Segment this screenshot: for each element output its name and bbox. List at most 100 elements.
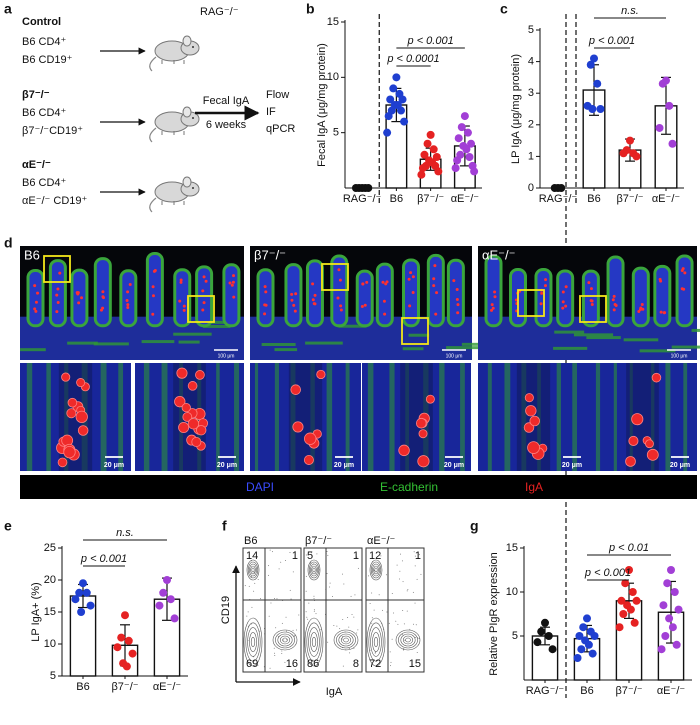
data-point: [155, 601, 164, 610]
epithelium: [554, 330, 585, 334]
sig-label: n.s.: [621, 5, 639, 17]
event-dot: [298, 614, 300, 616]
data-point: [557, 184, 566, 192]
mouse-eye: [192, 187, 194, 189]
x-tick-label: B6: [390, 193, 403, 205]
data-point: [588, 649, 597, 658]
event-dot: [270, 602, 272, 604]
y-axis-label: Relative PIgR expression: [488, 552, 500, 676]
contour: [250, 565, 256, 575]
data-point: [615, 623, 624, 632]
event-dot: [348, 626, 350, 628]
event-dot: [369, 602, 371, 604]
iga-cell: [178, 421, 190, 433]
event-dot: [367, 575, 369, 577]
x-tick-label: B6: [580, 685, 593, 697]
iga-cell: [232, 274, 236, 278]
iga-cell: [179, 278, 183, 282]
epithelium: [553, 346, 588, 350]
mouse-eye: [192, 117, 194, 119]
zoom-box: [401, 317, 429, 345]
iga-cell: [365, 280, 369, 284]
event-dot: [273, 647, 275, 649]
data-point: [628, 588, 637, 596]
event-dot: [404, 639, 406, 641]
epithelium: [202, 324, 231, 328]
iga-cell: [561, 290, 565, 294]
quadrant-value: 15: [409, 658, 421, 670]
epithelium: [556, 363, 561, 471]
data-point: [668, 139, 677, 148]
epithelium: [305, 341, 343, 345]
event-dot: [347, 616, 349, 618]
villus: [173, 268, 192, 328]
iga-cell: [311, 282, 315, 286]
iga-cell: [662, 311, 666, 315]
event-dot: [313, 610, 315, 612]
cell-label: B6 CD4⁺: [22, 36, 67, 48]
x-tick-label: β7⁻/⁻: [615, 685, 642, 697]
event-dot: [294, 550, 296, 552]
mouse-icon: [149, 35, 200, 72]
iga-cell: [125, 299, 129, 303]
data-point: [588, 105, 597, 113]
iga-cell: [543, 284, 547, 288]
y-tick-label: 1: [528, 150, 534, 162]
mouse-ear: [182, 176, 192, 188]
data-point: [389, 84, 398, 93]
event-dot: [276, 598, 278, 600]
iga-cell: [263, 285, 267, 289]
mouse-ear: [182, 35, 192, 47]
iga-cell: [128, 283, 132, 287]
event-dot: [395, 620, 397, 622]
iga-cell: [151, 294, 155, 298]
data-point: [451, 164, 460, 173]
data-point: [417, 170, 426, 179]
data-point: [166, 595, 175, 604]
event-dot: [250, 576, 252, 578]
contour: [275, 631, 295, 649]
iga-cell: [493, 295, 497, 299]
panel-letter: d: [4, 235, 13, 251]
event-dot: [293, 659, 295, 661]
epithelium: [100, 363, 107, 471]
epithelium: [274, 363, 279, 471]
event-dot: [341, 638, 343, 640]
event-dot: [371, 622, 373, 624]
event-dot: [268, 615, 270, 617]
micrograph: [20, 246, 244, 360]
epithelium: [504, 363, 511, 471]
event-dot: [397, 623, 399, 625]
iga-cell: [456, 303, 460, 307]
epithelium: [67, 341, 98, 345]
iga-cell: [529, 415, 540, 427]
event-dot: [281, 650, 283, 652]
quadrant-value: 8: [353, 658, 359, 670]
panel-letter: e: [4, 518, 12, 534]
iga-cell: [339, 304, 343, 308]
contour: [405, 637, 411, 643]
epithelium: [461, 342, 491, 346]
iga-cell: [415, 417, 427, 429]
epithelium: [93, 342, 129, 346]
data-point: [463, 128, 472, 137]
event-dot: [286, 630, 288, 632]
event-dot: [375, 651, 377, 653]
event-dot: [378, 594, 380, 596]
contour: [247, 627, 259, 657]
iga-cell: [613, 303, 617, 307]
iga-cell: [33, 284, 37, 288]
group-title: Control: [22, 16, 61, 28]
event-dot: [274, 654, 276, 656]
iga-cell: [303, 455, 314, 465]
iga-cell: [293, 309, 297, 313]
event-dot: [402, 609, 404, 611]
iga-cell: [181, 402, 191, 413]
epithelium: [46, 363, 51, 471]
event-dot: [413, 551, 415, 553]
event-dot: [253, 590, 255, 592]
iga-cell: [361, 282, 365, 286]
event-dot: [342, 665, 344, 667]
zoom-box: [321, 263, 349, 291]
event-dot: [407, 589, 409, 591]
